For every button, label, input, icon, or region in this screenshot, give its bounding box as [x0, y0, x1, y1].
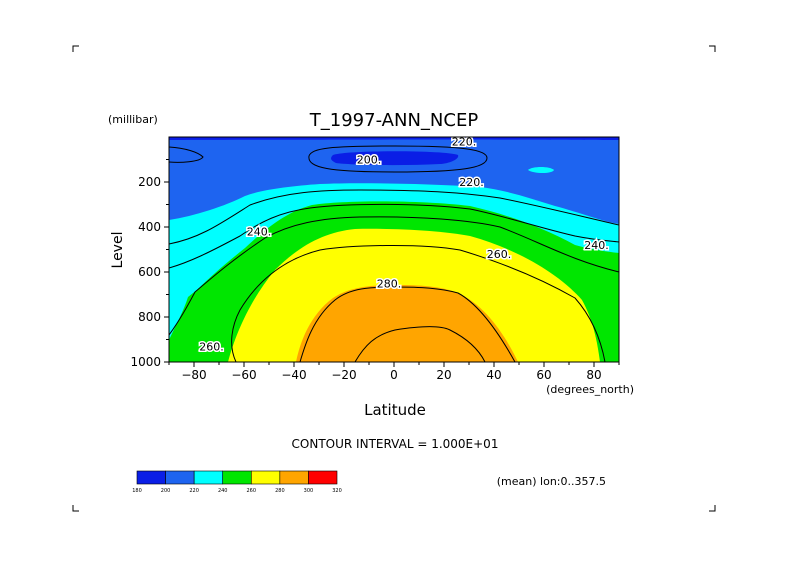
y-tick-label: 400: [138, 220, 161, 234]
y-axis-label: Level: [110, 232, 126, 269]
contour-line: [354, 326, 486, 362]
contour-line: [169, 216, 619, 336]
x-axis-label: Latitude: [364, 401, 426, 419]
contour-line: [169, 189, 619, 245]
filled-band: [169, 137, 619, 224]
colorbar-label: 300: [304, 488, 314, 494]
x-tick-label: −60: [231, 368, 256, 382]
contour-label: 200.: [357, 154, 382, 167]
chart-title: T_1997-ANN_NCEP: [309, 110, 479, 131]
x-tick-label: −20: [331, 368, 356, 382]
contour-interval-text: CONTOUR INTERVAL = 1.000E+01: [292, 437, 499, 451]
colorbar-swatch: [165, 470, 195, 485]
contour-line: [231, 245, 606, 362]
colorbar-label: 220: [189, 488, 199, 494]
contour-label: 240.: [584, 239, 609, 252]
filled-band: [296, 285, 518, 362]
contour-line: [308, 145, 488, 173]
contour-label: 260.: [199, 340, 224, 353]
x-tick-label: 0: [390, 368, 398, 382]
filled-band: [169, 137, 619, 140]
contour-label: 240.: [247, 226, 272, 239]
x-tick-label: −80: [181, 368, 206, 382]
y-tick-label: 200: [138, 175, 161, 189]
contour-line: [169, 146, 204, 163]
colorbar-label: 280: [275, 488, 285, 494]
colorbar-label: 260: [247, 488, 257, 494]
colorbar-swatch: [136, 470, 166, 485]
contour-line: [299, 286, 516, 362]
contour-line: [169, 203, 619, 269]
filled-band: [528, 167, 554, 173]
filled-band: [331, 151, 459, 166]
plot-area: 220. 200. 220. 240. 240. 260. 280. 260. −80 −60 −4…: [130, 134, 620, 382]
x-tick-label: 40: [486, 368, 501, 382]
x-tick-label: 20: [436, 368, 451, 382]
colorbar-label: 320: [332, 488, 342, 494]
colorbar-swatch: [193, 470, 224, 485]
colorbar-swatch: [308, 470, 338, 485]
crop-marks: [72, 45, 716, 512]
contour-lines: [169, 145, 619, 362]
colorbar: 180 200 220 240 260 280 300 320: [132, 470, 342, 494]
x-ticks: −80 −60 −40 −20 0 20 40 60 80: [168, 362, 620, 382]
y-tick-label: 800: [138, 310, 161, 324]
x-tick-label: −40: [281, 368, 306, 382]
x-tick-label: 60: [536, 368, 551, 382]
colorbar-swatch: [279, 470, 309, 485]
y-tick-label: 600: [138, 265, 161, 279]
contour-label: 260.: [487, 248, 512, 261]
mean-note: (mean) lon:0..357.5: [497, 475, 606, 488]
colorbar-label: 200: [161, 488, 171, 494]
contour-label: 220.: [452, 136, 477, 149]
filled-contours: [169, 137, 619, 362]
colorbar-label: 240: [218, 488, 228, 494]
contour-label: 280.: [377, 277, 402, 290]
colorbar-swatch: [222, 470, 252, 485]
y-unit-label: (millibar): [108, 113, 158, 126]
colorbar-label: 180: [132, 488, 142, 494]
colorbar-swatch: [250, 470, 281, 485]
x-tick-label: 80: [586, 368, 601, 382]
y-ticks: 200 400 600 800 1000: [130, 159, 169, 369]
x-unit-label: (degrees_north): [546, 383, 634, 396]
contour-labels: 220. 200. 220. 240. 240. 260. 280. 260.: [198, 134, 611, 355]
contour-label: 220.: [459, 176, 484, 189]
y-tick-label: 1000: [130, 355, 161, 369]
